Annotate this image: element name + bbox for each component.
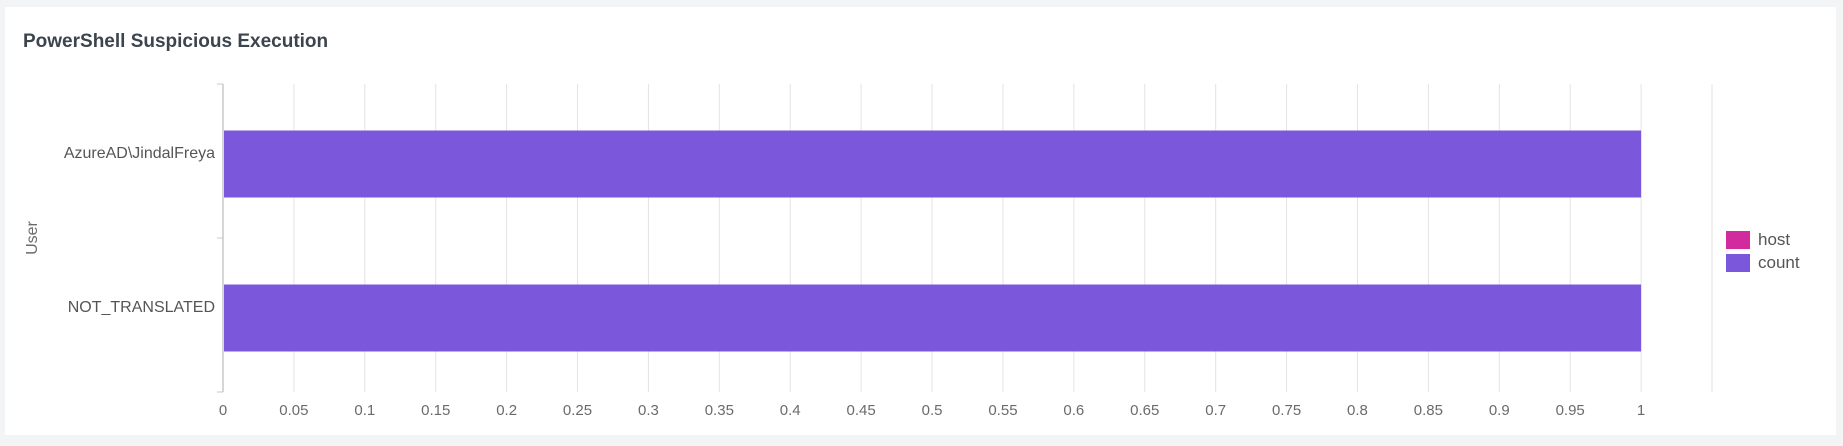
- bar-count: [224, 130, 1642, 198]
- x-tick-label: 0.65: [1130, 402, 1159, 419]
- x-tick-label: 0.85: [1414, 402, 1443, 419]
- x-tick-label: 1: [1637, 402, 1645, 419]
- x-tick-label: 0.25: [563, 402, 592, 419]
- x-tick-label: 0.2: [496, 402, 517, 419]
- x-tick-label: 0.7: [1205, 402, 1226, 419]
- x-tick-label: 0.45: [847, 402, 876, 419]
- legend-item-host[interactable]: host: [1726, 228, 1800, 251]
- x-tick-label: 0.5: [922, 402, 943, 419]
- x-tick-label: 0.8: [1347, 402, 1368, 419]
- legend-label: host: [1758, 229, 1791, 249]
- y-category-label: NOT_TRANSLATED: [68, 299, 215, 316]
- legend-swatch: [1726, 253, 1750, 272]
- bar-count: [224, 284, 1642, 352]
- chart-panel: PowerShell Suspicious Execution 0 0.05 0.1…: [5, 7, 1836, 435]
- x-tick-label: 0.6: [1063, 402, 1084, 419]
- x-tick-label: 0.95: [1556, 402, 1585, 419]
- y-axis-label: User: [24, 220, 41, 254]
- x-tick-label: 0.35: [705, 402, 734, 419]
- legend-item-count[interactable]: count: [1726, 251, 1800, 274]
- panel-title: PowerShell Suspicious Execution: [23, 31, 329, 52]
- x-tick-label: 0.15: [421, 402, 450, 419]
- x-tick-label: 0.05: [279, 402, 308, 419]
- x-tick-label: 0: [219, 402, 227, 419]
- x-tick-label: 0.55: [988, 402, 1017, 419]
- x-tick-label: 0.3: [638, 402, 659, 419]
- x-tick-label: 0.75: [1272, 402, 1301, 419]
- x-tick-label: 0.9: [1489, 402, 1510, 419]
- legend-label: count: [1758, 252, 1800, 272]
- bar-chart: 0 0.05 0.1 0.15 0.2 0.25 0.3 0.35 0.4 0.45 0.5 0.55…: [24, 83, 1713, 419]
- x-tick-label: 0.4: [780, 402, 801, 419]
- x-tick-label: 0.1: [354, 402, 375, 419]
- chart-legend: host count: [1726, 228, 1800, 274]
- y-category-label: AzureAD\JindalFreya: [64, 145, 215, 162]
- legend-swatch: [1726, 230, 1750, 249]
